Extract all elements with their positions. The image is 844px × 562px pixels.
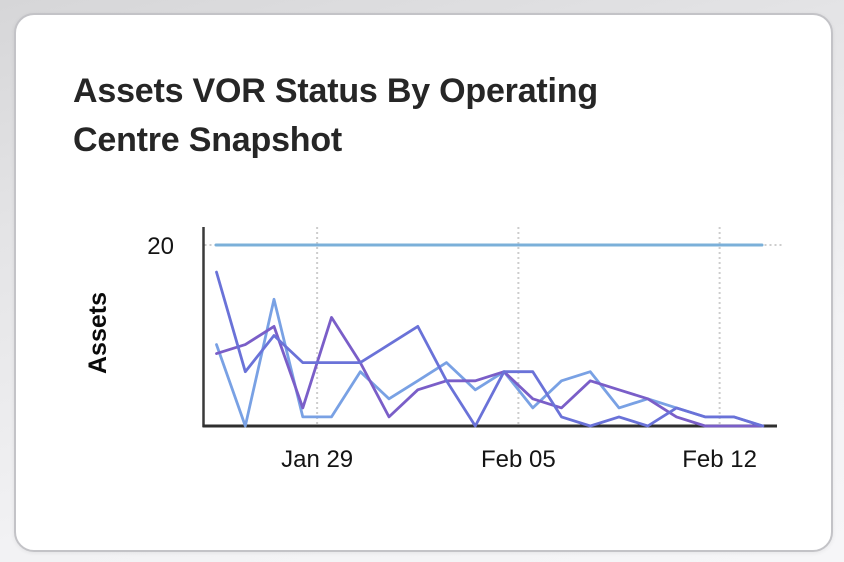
chart-title-line1: Assets VOR Status By Operating xyxy=(73,72,598,110)
y-tick-label: 20 xyxy=(147,233,174,260)
x-tick-label: Feb 12 xyxy=(682,446,757,473)
chart-title: Assets VOR Status By Operating Centre Sn… xyxy=(73,67,793,165)
x-tick-label: Jan 29 xyxy=(281,446,353,473)
vor-chart-svg: 20 Jan 29 Feb 05 Feb 12 Assets xyxy=(84,227,782,473)
y-axis-title: Assets xyxy=(84,292,112,374)
x-tick-label: Feb 05 xyxy=(481,446,556,473)
chart-title-line2: Centre Snapshot xyxy=(73,120,343,159)
series-blue-line xyxy=(215,297,765,428)
series-purple-line xyxy=(215,316,765,428)
vor-chart: 20 Jan 29 Feb 05 Feb 12 Assets xyxy=(76,215,806,480)
chart-card: Assets VOR Status By Operating Centre Sn… xyxy=(14,13,833,552)
series-blue-violet-line xyxy=(215,270,765,428)
